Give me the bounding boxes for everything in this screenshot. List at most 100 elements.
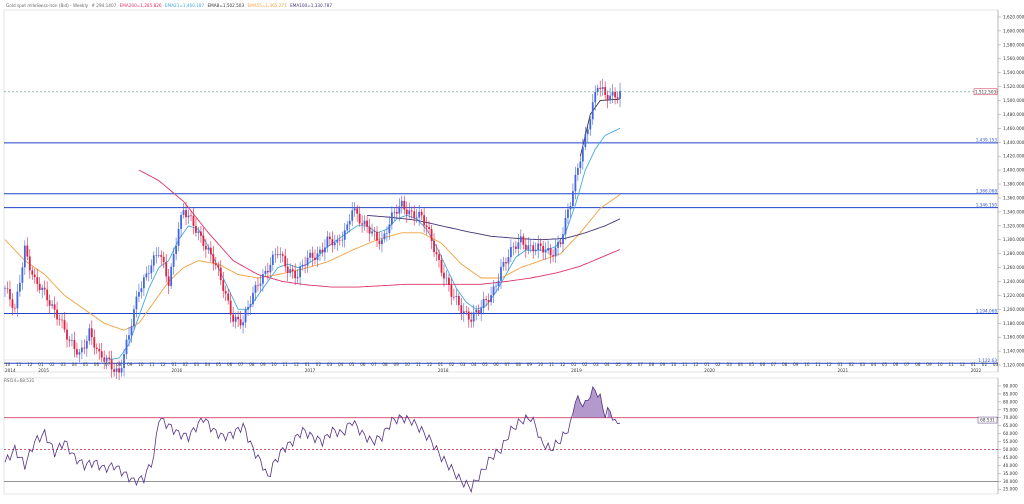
candle bbox=[296, 269, 299, 284]
candle bbox=[103, 350, 106, 369]
candle-body bbox=[591, 102, 594, 120]
candle bbox=[56, 301, 58, 326]
candle-body bbox=[53, 304, 56, 310]
candle-body bbox=[425, 225, 428, 228]
candle bbox=[326, 230, 329, 253]
candle bbox=[182, 202, 185, 219]
candle bbox=[539, 238, 542, 252]
candle bbox=[23, 240, 26, 275]
month-label: 09 bbox=[926, 362, 932, 367]
candle bbox=[147, 264, 150, 282]
candle bbox=[219, 260, 222, 285]
candle-body bbox=[368, 226, 371, 234]
candle bbox=[217, 261, 220, 276]
main-panel-border bbox=[3, 9, 999, 373]
candle bbox=[559, 239, 562, 248]
candle bbox=[108, 350, 111, 364]
candle-body bbox=[606, 94, 609, 100]
candle-body bbox=[78, 352, 81, 355]
candle-body bbox=[415, 217, 418, 219]
candle bbox=[172, 247, 175, 275]
candle-body bbox=[51, 304, 54, 306]
candle-body bbox=[133, 309, 135, 327]
candle-body bbox=[140, 288, 143, 293]
candle-body bbox=[41, 287, 44, 290]
candle-body bbox=[217, 265, 220, 268]
candle bbox=[589, 112, 592, 136]
candle-body bbox=[371, 231, 373, 234]
candle-body bbox=[586, 129, 589, 135]
candle-body bbox=[237, 316, 240, 320]
candle bbox=[38, 277, 41, 294]
candle bbox=[135, 290, 138, 318]
candle bbox=[36, 268, 39, 292]
candle-body bbox=[185, 210, 187, 218]
candle-body bbox=[614, 91, 616, 98]
candle bbox=[185, 201, 187, 225]
candle bbox=[534, 242, 537, 256]
month-label: 10 bbox=[405, 362, 411, 367]
price-tick-label: 1,580.000 bbox=[1003, 42, 1024, 47]
candle-body bbox=[28, 256, 31, 271]
candle bbox=[544, 242, 547, 261]
candle-body bbox=[242, 322, 244, 326]
candle-body bbox=[467, 311, 470, 320]
candle bbox=[152, 251, 155, 272]
month-label: 07 bbox=[904, 362, 910, 367]
candle bbox=[381, 232, 383, 253]
candle-body bbox=[324, 247, 326, 253]
candle-body bbox=[475, 310, 478, 313]
candle-body bbox=[616, 97, 619, 99]
candle bbox=[576, 163, 579, 181]
candle-body bbox=[552, 255, 554, 257]
candle bbox=[601, 78, 604, 96]
candle-body bbox=[599, 87, 602, 89]
candle-body bbox=[58, 319, 61, 320]
candle-body bbox=[276, 254, 279, 256]
candle bbox=[485, 295, 488, 306]
price-axis: 1,120.000 1,140.000 1,160.000 1,180.000 1,20… bbox=[998, 14, 1024, 368]
candle-body bbox=[182, 210, 185, 215]
candle-body bbox=[274, 254, 277, 255]
candle bbox=[549, 244, 552, 264]
month-label: 08 bbox=[915, 362, 921, 367]
candle bbox=[393, 208, 396, 221]
month-label: 05 bbox=[882, 362, 888, 367]
rsi-panel: 25.000 30.000 35.000 40.000 45.000 50.000 55.0… bbox=[4, 383, 1018, 494]
candle-body bbox=[227, 293, 230, 301]
candle bbox=[170, 263, 173, 290]
candle bbox=[492, 279, 495, 304]
candle bbox=[48, 294, 51, 314]
candle bbox=[254, 281, 257, 302]
candle-body bbox=[123, 354, 125, 368]
month-label: 12 bbox=[826, 362, 832, 367]
candle bbox=[569, 201, 572, 218]
candle-body bbox=[63, 320, 66, 330]
candle-body bbox=[564, 217, 567, 235]
candle bbox=[33, 268, 36, 284]
year-label: 2016 bbox=[172, 368, 183, 373]
candle-body bbox=[455, 295, 458, 297]
candle-body bbox=[85, 340, 88, 349]
candle bbox=[197, 226, 200, 241]
month-label: 02 bbox=[715, 362, 721, 367]
candle-body bbox=[562, 234, 564, 245]
month-label: 09 bbox=[660, 362, 666, 367]
candle-body bbox=[113, 369, 116, 372]
candle bbox=[507, 249, 510, 271]
month-label: 11 bbox=[283, 362, 289, 367]
candle bbox=[11, 293, 14, 316]
candle-body bbox=[224, 291, 227, 294]
candle-body bbox=[393, 212, 396, 213]
candle bbox=[537, 235, 540, 259]
price-tick-label: 1,420.000 bbox=[1003, 154, 1024, 159]
candle bbox=[373, 227, 376, 240]
candle bbox=[490, 286, 492, 306]
candle-body bbox=[145, 273, 148, 278]
candle-body bbox=[452, 296, 455, 298]
candle-body bbox=[438, 254, 440, 260]
candle bbox=[572, 183, 574, 209]
candle bbox=[410, 206, 413, 219]
candle bbox=[616, 91, 619, 104]
candle-body bbox=[497, 280, 500, 286]
